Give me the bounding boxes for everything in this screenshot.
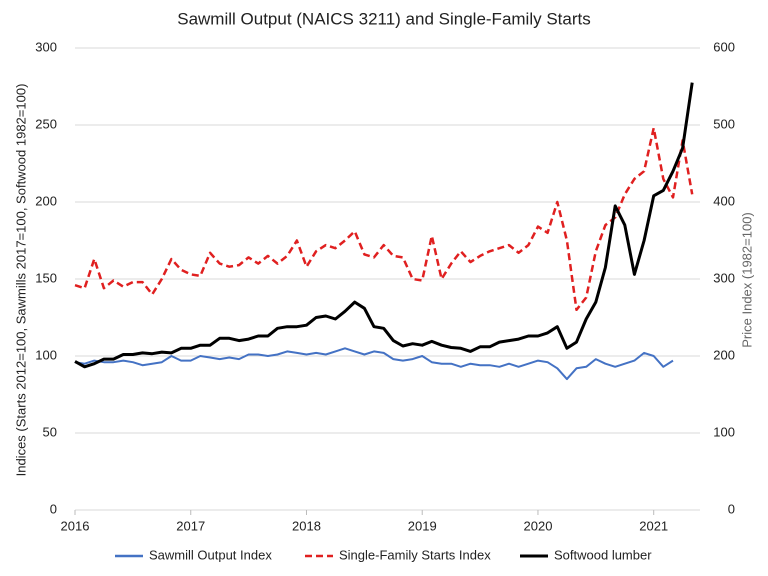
y-tick-label: 50: [43, 424, 57, 439]
y-tick-label: 0: [50, 501, 57, 516]
y2-tick-label: 500: [713, 116, 735, 131]
y2-tick-label: 200: [713, 347, 735, 362]
y-tick-label: 200: [35, 193, 57, 208]
series-line: [74, 347, 674, 381]
y-tick-label: 300: [35, 39, 57, 54]
y2-tick-label: 300: [713, 270, 735, 285]
series-line: [74, 126, 694, 312]
y2-tick-label: 100: [713, 424, 735, 439]
x-tick-label: 2019: [408, 518, 437, 533]
y2-tick-label: 600: [713, 39, 735, 54]
y2-tick-label: 0: [728, 501, 735, 516]
y-tick-label: 150: [35, 270, 57, 285]
legend-label: Sawmill Output Index: [149, 547, 272, 562]
y2-tick-label: 400: [713, 193, 735, 208]
x-tick-label: 2021: [639, 518, 668, 533]
legend-label: Softwood lumber: [554, 547, 652, 562]
x-tick-label: 2018: [292, 518, 321, 533]
x-tick-label: 2020: [524, 518, 553, 533]
legend-label: Single-Family Starts Index: [339, 547, 491, 562]
y-axis-label: Indices (Starts 2012=100, Sawmills 2017=…: [13, 84, 28, 477]
y2-axis-label: Price Index (1982=100): [739, 212, 754, 348]
x-tick-label: 2016: [61, 518, 90, 533]
chart-title: Sawmill Output (NAICS 3211) and Single-F…: [177, 9, 591, 28]
series-line: [74, 82, 694, 369]
x-tick-label: 2017: [176, 518, 205, 533]
y-tick-label: 250: [35, 116, 57, 131]
y-tick-label: 100: [35, 347, 57, 362]
